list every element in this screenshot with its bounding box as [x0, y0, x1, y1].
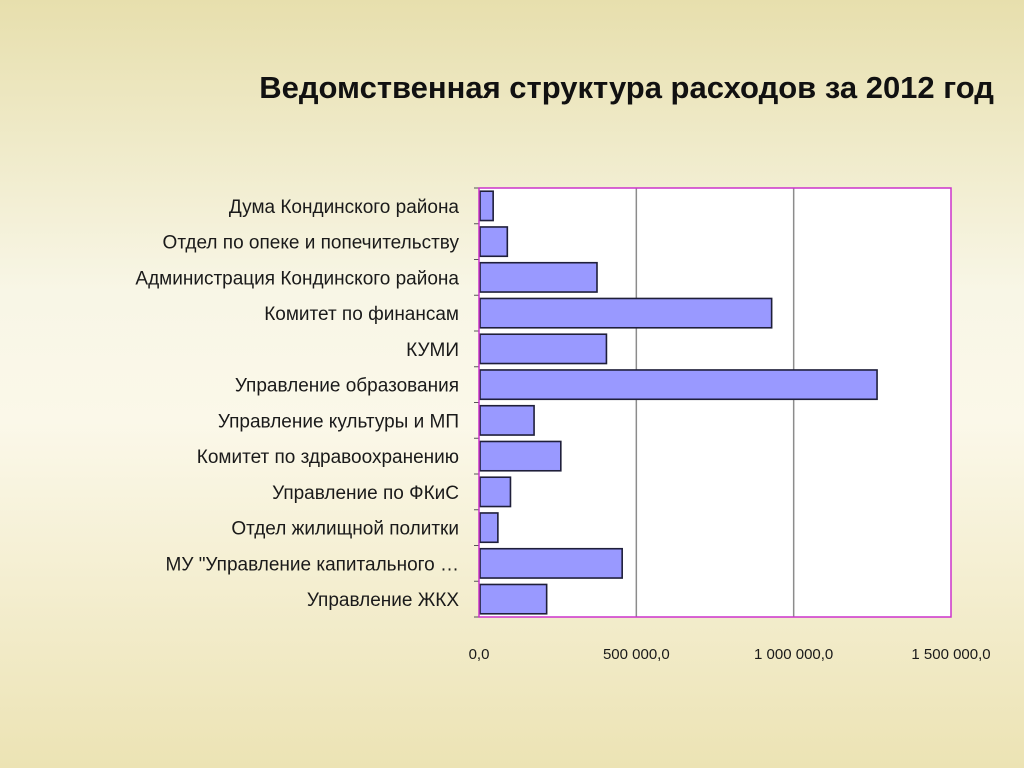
bar [479, 297, 773, 329]
category-label: Комитет по здравоохранению [197, 447, 459, 468]
bar [479, 333, 608, 365]
x-tick-label: 1 000 000,0 [754, 646, 833, 663]
category-label: Управление образования [235, 376, 459, 397]
category-label: Отдел по опеке и попечительству [163, 233, 460, 254]
chart-title: Ведомственная структура расходов за 2012… [259, 70, 994, 105]
bar [479, 404, 535, 436]
bar [479, 583, 548, 615]
category-label: Администрация Кондинского района [135, 268, 459, 289]
category-label: МУ "Управление капитального … [166, 554, 459, 575]
category-label: Управление культуры и МП [218, 411, 459, 432]
category-label: Отдел жилищной политки [231, 519, 459, 540]
bar [479, 512, 499, 544]
x-tick-label: 1 500 000,0 [911, 646, 990, 663]
bar [479, 440, 562, 472]
x-tick-labels: 0,0 500 000,0 1 000 000,0 1 500 000,0 [469, 646, 991, 663]
x-tick-label: 500 000,0 [603, 646, 670, 663]
bar [479, 190, 494, 222]
bar [479, 226, 509, 258]
category-label: Управление ЖКХ [307, 590, 460, 611]
category-label: КУМИ [406, 340, 459, 361]
bar [479, 547, 623, 579]
bar [479, 261, 598, 293]
bars [479, 190, 878, 615]
category-label: Комитет по финансам [264, 304, 459, 325]
bar [479, 476, 512, 508]
category-label: Управление по ФКиС [272, 483, 459, 504]
plot-area [479, 188, 951, 617]
category-labels: Дума Кондинского района Отдел по опеке и … [135, 197, 459, 611]
plot-border [478, 187, 952, 618]
x-tick-label: 0,0 [469, 646, 490, 663]
bar [479, 369, 878, 401]
category-label: Дума Кондинского района [229, 197, 460, 218]
